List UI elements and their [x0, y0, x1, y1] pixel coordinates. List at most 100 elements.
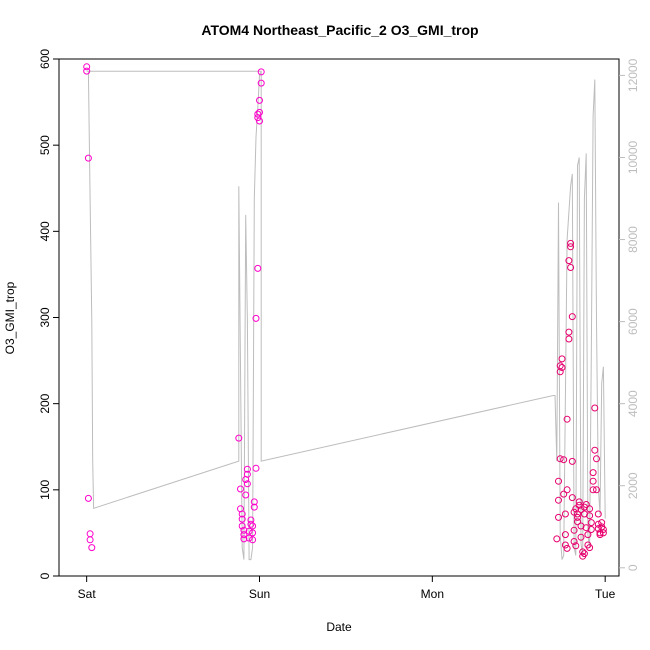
data-point	[86, 536, 94, 544]
data-point	[254, 110, 262, 118]
data-point	[591, 446, 599, 454]
y-tick-label: 200	[38, 393, 52, 413]
data-point	[570, 526, 578, 534]
data-point	[247, 520, 255, 528]
y-tick-label: 400	[38, 221, 52, 241]
data-point	[584, 531, 592, 539]
data-point	[243, 480, 251, 488]
data-point	[587, 519, 595, 527]
x-tick-label: Tue	[595, 587, 616, 601]
data-point	[593, 486, 600, 494]
data-point	[563, 544, 571, 552]
data-point	[594, 510, 602, 518]
data-point	[586, 544, 594, 552]
data-point	[560, 490, 568, 498]
data-point	[589, 486, 597, 494]
data-point	[574, 518, 581, 526]
data-point	[570, 538, 578, 545]
data-point	[83, 67, 91, 75]
data-point	[237, 485, 244, 493]
data-point	[86, 530, 94, 538]
data-point	[83, 63, 91, 71]
right-y-tick-label: 12000	[626, 58, 640, 92]
data-point	[587, 526, 595, 533]
data-point	[553, 535, 561, 543]
data-point	[245, 534, 253, 542]
right-y-tick-label: 6000	[626, 308, 640, 335]
data-point	[580, 550, 588, 558]
x-tick-label: Sun	[249, 587, 270, 601]
data-point	[599, 526, 607, 533]
right-y-tick-label: 10000	[626, 140, 640, 174]
data-point	[563, 486, 571, 494]
series-layer	[83, 63, 607, 561]
data-point	[579, 548, 587, 556]
data-point	[249, 522, 257, 530]
data-point	[240, 535, 248, 543]
data-point	[257, 68, 265, 76]
data-point	[565, 257, 573, 265]
data-point	[558, 364, 566, 371]
data-point	[555, 513, 562, 521]
data-point	[238, 510, 246, 518]
data-point	[238, 515, 246, 523]
x-tick-label: Mon	[421, 587, 444, 601]
data-point	[555, 477, 562, 485]
y-tick-label: 300	[38, 307, 52, 327]
data-point	[252, 464, 260, 472]
y-tick-label: 600	[38, 49, 52, 69]
altitude-line	[86, 70, 606, 561]
data-point	[574, 513, 581, 521]
data-point	[586, 512, 594, 520]
x-tick-label: Sat	[78, 587, 97, 601]
data-point	[589, 477, 597, 485]
data-point	[249, 529, 257, 537]
data-point	[558, 355, 566, 363]
data-point	[591, 404, 599, 412]
data-point	[555, 496, 562, 504]
y-axis-right: 0 2000 4000 6000 8000 10000 12000	[619, 58, 640, 571]
data-point	[586, 505, 594, 513]
data-point	[565, 328, 573, 336]
data-point	[250, 503, 258, 511]
right-y-tick-label: 0	[626, 564, 640, 571]
data-point	[243, 470, 251, 478]
y-tick-label: 500	[38, 135, 52, 155]
data-point	[240, 526, 248, 534]
data-point	[561, 510, 569, 518]
data-point	[84, 494, 92, 502]
data-point	[84, 154, 92, 162]
data-point	[556, 362, 564, 370]
data-point	[593, 455, 600, 463]
data-point	[561, 541, 569, 549]
data-point	[589, 469, 597, 477]
data-point	[563, 415, 571, 423]
data-point	[568, 457, 576, 465]
y-axis: 0 100 200 300 400 500 600	[38, 49, 59, 579]
right-y-tick-label: 8000	[626, 226, 640, 253]
data-point	[245, 527, 253, 535]
plot-frame	[58, 58, 620, 577]
data-point	[240, 531, 248, 539]
data-point	[243, 465, 251, 473]
data-point	[574, 510, 581, 518]
data-point	[582, 501, 590, 508]
data-point	[256, 108, 263, 116]
data-point	[570, 508, 578, 516]
data-point	[556, 455, 564, 463]
data-point	[256, 117, 263, 125]
data-point	[235, 434, 243, 442]
data-point	[249, 536, 257, 544]
x-axis-label: Date	[326, 620, 352, 634]
y-axis-label: O3_GMI_trop	[3, 281, 17, 354]
data-point	[250, 498, 258, 506]
right-y-tick-label: 4000	[626, 390, 640, 417]
data-point	[567, 243, 575, 251]
data-point	[88, 544, 96, 552]
data-point	[567, 264, 575, 271]
data-point	[575, 498, 583, 506]
data-point	[598, 519, 606, 527]
data-point	[596, 531, 604, 539]
data-point	[257, 79, 265, 87]
